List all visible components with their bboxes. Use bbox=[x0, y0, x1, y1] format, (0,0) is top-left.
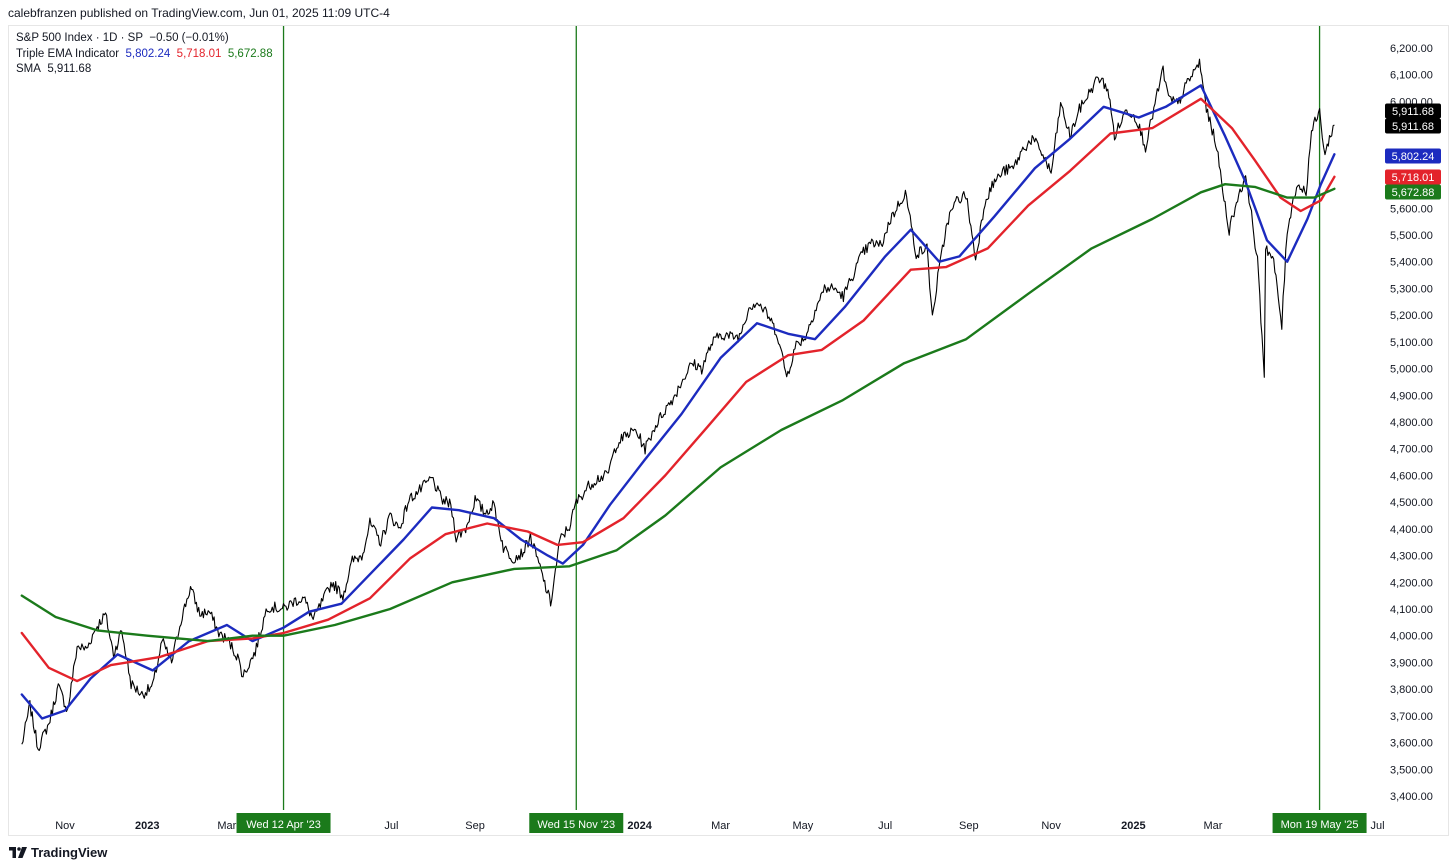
x-tick-label: Nov bbox=[1041, 820, 1061, 832]
y-tick-label: 5,200.00 bbox=[1390, 310, 1433, 322]
legend-symbol-row[interactable]: S&P 500 Index · 1D · SP −0.50 (−0.01%) bbox=[16, 31, 273, 47]
legend-sma-row[interactable]: SMA 5,911.68 bbox=[16, 62, 273, 78]
x-axis[interactable]: Nov 2023 Mar Jul Sep 2024 Mar May Jul Sep Nov 2025 M… bbox=[55, 820, 1384, 832]
y-tick-label: 6,200.00 bbox=[1390, 43, 1433, 55]
ema-green-line bbox=[20, 183, 1336, 643]
date-marker-badge bbox=[236, 813, 331, 833]
x-tick-label: 2024 bbox=[627, 820, 652, 832]
y-tick-label: 4,400.00 bbox=[1390, 524, 1433, 536]
y-tick-label: 5,000.00 bbox=[1390, 364, 1433, 376]
y-tick-label: 4,900.00 bbox=[1390, 390, 1433, 402]
legend-sma-name: SMA bbox=[16, 63, 41, 75]
publisher-line: calebfranzen published on TradingView.co… bbox=[8, 6, 390, 20]
price-tag-badge bbox=[1385, 184, 1441, 200]
x-tick-label: Mar bbox=[217, 820, 236, 832]
footer-brand-label: TradingView bbox=[31, 845, 108, 860]
x-tick-label: 2025 bbox=[1121, 820, 1145, 832]
y-tick-label: 4,500.00 bbox=[1390, 497, 1433, 509]
y-tick-label: 4,700.00 bbox=[1390, 444, 1433, 456]
price-tag-badge bbox=[1385, 148, 1441, 164]
price-tag-label: 5,911.68 bbox=[1392, 121, 1434, 133]
x-tick-label: Nov bbox=[55, 820, 75, 832]
x-tick-label: 2023 bbox=[135, 820, 159, 832]
date-marker-label: Wed 15 Nov '23 bbox=[537, 819, 615, 831]
x-tick-label: Sep bbox=[959, 820, 979, 832]
y-tick-label: 5,400.00 bbox=[1390, 257, 1433, 269]
y-tick-label: 3,400.00 bbox=[1390, 791, 1433, 803]
y-tick-label: 6,100.00 bbox=[1390, 70, 1433, 82]
y-tick-label: 3,600.00 bbox=[1390, 738, 1433, 750]
y-tick-label: 4,100.00 bbox=[1390, 604, 1433, 616]
y-tick-label: 4,800.00 bbox=[1390, 417, 1433, 429]
x-tick-label: May bbox=[793, 820, 814, 832]
price-tags: 5,911.68 5,911.68 5,802.24 5,718.01 5,672.88 bbox=[1385, 103, 1441, 200]
y-tick-label: 4,600.00 bbox=[1390, 470, 1433, 482]
legend-symbol: S&P 500 Index · 1D · SP bbox=[16, 32, 143, 44]
y-tick-label: 4,300.00 bbox=[1390, 551, 1433, 563]
legend-ema-green-value: 5,672.88 bbox=[227, 47, 273, 60]
y-tick-label: 5,300.00 bbox=[1390, 283, 1433, 295]
chart-frame bbox=[8, 25, 1449, 836]
chart-legend: S&P 500 Index · 1D · SP −0.50 (−0.01%) T… bbox=[16, 31, 273, 78]
legend-change: −0.50 (−0.01%) bbox=[149, 32, 229, 44]
price-tag-label: 5,911.68 bbox=[1392, 106, 1434, 118]
price-tag-badge bbox=[1385, 169, 1441, 185]
x-tick-label: Jul bbox=[1371, 820, 1385, 832]
y-tick-label: 3,800.00 bbox=[1390, 684, 1433, 696]
x-tick-label: Mar bbox=[1204, 820, 1223, 832]
price-tag-label: 5,672.88 bbox=[1392, 187, 1435, 199]
y-tick-label: 5,600.00 bbox=[1390, 203, 1433, 215]
series-lines bbox=[20, 58, 1336, 752]
y-tick-label: 5,500.00 bbox=[1390, 230, 1433, 242]
price-tag-badge bbox=[1385, 118, 1441, 134]
ema-blue-line bbox=[20, 84, 1336, 720]
x-tick-label: Jul bbox=[384, 820, 398, 832]
tradingview-logo-icon bbox=[9, 847, 27, 858]
footer-brand[interactable]: TradingView bbox=[9, 845, 107, 860]
ema-red-line bbox=[20, 97, 1336, 683]
legend-ema-red-value: 5,718.01 bbox=[176, 47, 222, 60]
x-tick-label: Mar bbox=[711, 820, 730, 832]
price-tag-label: 5,802.24 bbox=[1392, 151, 1435, 163]
y-tick-label: 3,900.00 bbox=[1390, 657, 1433, 669]
x-tick-label: Jul bbox=[878, 820, 892, 832]
date-marker-label: Wed 12 Apr '23 bbox=[246, 819, 321, 831]
y-tick-label: 3,700.00 bbox=[1390, 711, 1433, 723]
date-marker-badge bbox=[1272, 813, 1367, 833]
price-tag-label: 5,718.01 bbox=[1392, 172, 1435, 184]
date-marker-label: Mon 19 May '25 bbox=[1281, 819, 1359, 831]
y-tick-label: 4,200.00 bbox=[1390, 577, 1433, 589]
legend-ema-blue-value: 5,802.24 bbox=[125, 47, 171, 60]
legend-ema-row[interactable]: Triple EMA Indicator 5,802.24 5,718.01 5… bbox=[16, 47, 273, 63]
legend-sma-value: 5,911.68 bbox=[47, 63, 92, 75]
x-tick-label: Sep bbox=[465, 820, 485, 832]
y-tick-label: 3,500.00 bbox=[1390, 764, 1433, 776]
date-marker-tags: Wed 12 Apr '23 Wed 15 Nov '23 Mon 19 May '… bbox=[236, 813, 1367, 833]
legend-ema-name: Triple EMA Indicator bbox=[16, 47, 120, 60]
price-series-line bbox=[21, 58, 1335, 752]
vertical-marker-lines bbox=[282, 26, 1321, 810]
y-tick-label: 5,100.00 bbox=[1390, 337, 1433, 349]
y-tick-label: 4,000.00 bbox=[1390, 631, 1433, 643]
price-tag-badge bbox=[1385, 103, 1441, 119]
date-marker-badge bbox=[529, 813, 624, 833]
